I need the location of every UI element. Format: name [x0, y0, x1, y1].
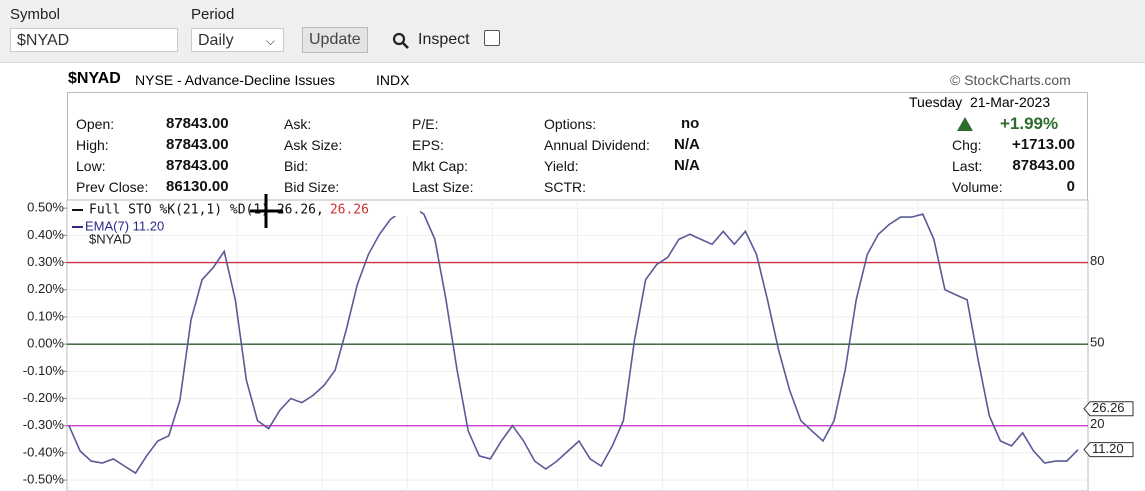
quote-value: N/A: [674, 136, 700, 153]
quote-value: +1713.00: [1012, 136, 1075, 153]
value-tag-label: 11.20: [1092, 441, 1124, 456]
quote-label: Open:: [76, 116, 115, 132]
quote-value: N/A: [674, 157, 700, 174]
legend-value: 26.26: [330, 203, 369, 218]
quote-label: Bid Size:: [284, 179, 340, 195]
y-tick-label: 0.10%: [27, 308, 64, 323]
y-tick-label: 0.40%: [27, 227, 64, 242]
brand: © StockCharts.com: [950, 72, 1071, 88]
y-tick-label: -0.40%: [23, 444, 65, 459]
period-label: Period: [191, 6, 235, 23]
quote-label: Last Size:: [412, 179, 474, 195]
up-triangle: [957, 117, 973, 131]
change-pct: +1.99%: [1000, 114, 1059, 133]
period-select[interactable]: Daily ⌵: [191, 28, 284, 52]
quote-label: Bid:: [284, 158, 309, 174]
y-tick-label: 0.30%: [27, 254, 64, 269]
y2-tick-label: 80: [1090, 253, 1104, 268]
y2-tick-label: 20: [1090, 416, 1104, 431]
quote-panel: [67, 92, 1088, 200]
quote-label: Options:: [544, 116, 597, 132]
quote-label: Ask Size:: [284, 137, 343, 153]
series-line: [68, 206, 1079, 475]
quote-value: no: [681, 115, 700, 132]
legend-entry: $NYAD: [89, 231, 131, 246]
quote-value: 0: [1066, 178, 1075, 195]
symbol-input[interactable]: $NYAD: [10, 28, 178, 52]
legend-entry: EMA(7) 11.20: [85, 218, 164, 233]
y2-tick-label: 50: [1090, 335, 1104, 350]
y-tick-label: 0.20%: [27, 281, 64, 296]
legend-entry: Full STO %K(21,1) %D(1) 26.26,: [89, 203, 324, 218]
quote-value: 87843.00: [166, 115, 229, 132]
quote-value: 87843.00: [166, 157, 229, 174]
update-button[interactable]: Update: [302, 27, 368, 53]
legend-bg: [70, 202, 420, 216]
y-tick-label: 0.00%: [27, 336, 64, 351]
quote-label: Last:: [952, 158, 983, 174]
toolbar: Symbol $NYAD Period Daily ⌵ Update Inspec…: [0, 0, 1145, 63]
header-symbol: $NYAD: [68, 70, 121, 87]
quote-label: SCTR:: [544, 179, 586, 195]
quote-value: 87843.00: [1012, 157, 1075, 174]
quote-label: Low:: [76, 158, 106, 174]
period-value: Daily: [198, 32, 234, 49]
value-tag: [1083, 442, 1134, 458]
search-icon: [392, 32, 409, 49]
quote-value: 86130.00: [166, 178, 229, 195]
quote-label: P/E:: [412, 116, 439, 132]
symbol-label: Symbol: [10, 6, 61, 23]
y-tick-label: -0.20%: [23, 390, 65, 405]
inspect-checkbox[interactable]: [484, 30, 500, 46]
y-tick-label: -0.50%: [23, 472, 65, 487]
quote-label: Chg:: [952, 137, 982, 153]
quote-label: Ask:: [284, 116, 312, 132]
header-description: NYSE - Advance-Decline Issues: [135, 72, 335, 88]
inspect-label: Inspect: [418, 31, 470, 48]
quote-label: Prev Close:: [76, 179, 149, 195]
quote-value: 87843.00: [166, 136, 229, 153]
cursor: [250, 194, 283, 228]
quote-label: Annual Dividend:: [544, 137, 650, 153]
quote-label: High:: [76, 137, 109, 153]
y-tick-label: 0.50%: [27, 200, 64, 215]
value-tag: [1083, 401, 1134, 417]
y-tick-label: -0.10%: [23, 363, 65, 378]
value-tag-label: 26.26: [1092, 400, 1125, 415]
quote-date: Tuesday 21-Mar-2023: [909, 94, 1051, 110]
quote-label: Volume:: [952, 179, 1003, 195]
quote-label: Yield:: [544, 158, 579, 174]
quote-label: EPS:: [412, 137, 444, 153]
header-exchange: INDX: [376, 72, 410, 88]
y-tick-label: -0.30%: [23, 417, 65, 432]
quote-label: Mkt Cap:: [412, 158, 469, 174]
